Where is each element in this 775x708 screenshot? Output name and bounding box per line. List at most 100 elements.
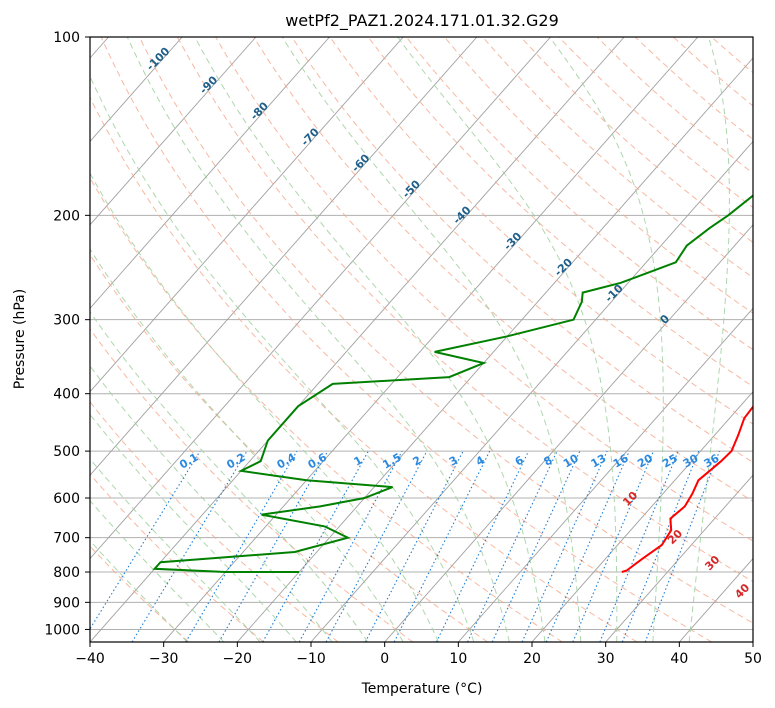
mixing-ratio-line [218, 450, 329, 642]
dry-adiabat-line [329, 37, 753, 425]
y-tick-label: 600 [53, 491, 80, 507]
isotherm-line [90, 37, 257, 226]
dry-adiabat-line [176, 37, 753, 583]
temperature-profile [621, 404, 753, 573]
isotherm-line [531, 391, 753, 642]
dry-adiabat-label: 30 [702, 553, 722, 573]
line-labels: 0.1 0.2 0.4 0.6 1 1.5 2 3 4 6 8 10 13 16 20 25 30 36-100-… [144, 44, 753, 601]
dry-adiabat-line [90, 401, 339, 642]
mixing-ratio-line [435, 450, 530, 642]
isotherm-line [90, 37, 551, 560]
mixing-ratio-label: 25 [660, 452, 680, 471]
moist-adiabat-line [194, 37, 546, 642]
y-tick-label: 500 [53, 444, 80, 460]
y-tick-label: 400 [53, 387, 80, 403]
mixing-ratio-line [521, 450, 608, 642]
x-tick-label: −20 [223, 651, 253, 667]
isotherm-line [752, 641, 753, 642]
dry-adiabat-line [90, 176, 563, 642]
x-tick-label: 10 [449, 651, 467, 667]
dry-adiabat-line [367, 37, 753, 388]
dry-adiabat-line [520, 37, 753, 243]
dry-adiabat-line [482, 37, 753, 279]
mixing-ratio-label: 1 [352, 454, 365, 469]
y-tick-label: 1000 [44, 622, 80, 638]
moist-adiabat-line [90, 248, 404, 642]
dry-adiabat-line [90, 96, 638, 642]
isotherm-line [163, 37, 699, 642]
background-lines [90, 37, 753, 642]
y-tick-label: 100 [53, 30, 80, 46]
moist-adiabat-line [90, 539, 188, 642]
plot-frame [89, 36, 754, 643]
x-tick-label: 40 [670, 651, 688, 667]
mixing-ratio-line [364, 450, 464, 642]
dry-adiabat-line [558, 37, 753, 209]
x-tick-label: −40 [75, 651, 105, 667]
moist-adiabat-line [281, 37, 582, 642]
y-tick-label: 300 [53, 313, 80, 329]
mixing-ratio-line [90, 450, 201, 630]
mixing-ratio-label: 0.4 [275, 450, 299, 471]
isotherm-label: -40 [450, 203, 473, 226]
isotherm-label: -60 [349, 151, 372, 174]
mixing-ratio-line [325, 450, 428, 642]
mixing-ratio-label: 36 [702, 451, 722, 470]
moist-adiabat-line [126, 37, 510, 642]
dry-adiabat-line [634, 37, 753, 141]
x-tick-label: −30 [149, 651, 179, 667]
isotherm-label: -70 [299, 125, 322, 148]
isotherm-label: -20 [552, 255, 575, 278]
dry-adiabat-label: 10 [620, 489, 640, 509]
x-tick-label: −10 [296, 651, 326, 667]
x-tick-label: 0 [380, 651, 389, 667]
mixing-ratio-line [467, 450, 558, 642]
y-tick-label: 900 [53, 595, 80, 611]
moist-adiabat-line [90, 75, 475, 642]
x-tick-label: 20 [523, 651, 541, 667]
mixing-ratio-line [185, 450, 298, 642]
mixing-ratio-label: 1.5 [380, 451, 403, 472]
axes: −40 −30 −20 −10 0 10 20 30 40 50 100 200 300 400 500 60… [44, 30, 762, 667]
mixing-ratio-line [131, 450, 248, 642]
isotherm-label: -10 [603, 282, 626, 305]
y-axis-label: Pressure (hPa) [12, 289, 28, 389]
y-tick-label: 200 [53, 208, 80, 224]
chart-title: wetPf2_PAZ1.2024.171.01.32.G29 [285, 11, 559, 31]
isotherm-line [90, 37, 625, 642]
dry-adiabat-line [138, 37, 753, 624]
moist-adiabat-line [90, 365, 333, 642]
isotherm-line [236, 57, 753, 642]
dry-adiabat-line [672, 37, 753, 107]
dry-adiabat-line [90, 545, 190, 642]
mixing-ratio-label: 0.1 [177, 451, 200, 472]
isotherm-line [310, 140, 753, 642]
mixing-ratio-line [491, 450, 581, 642]
mixing-ratio-line [545, 450, 630, 642]
isotherm-line [678, 557, 753, 642]
isotherm-label: -80 [248, 99, 271, 122]
mixing-ratio-line [298, 450, 403, 642]
x-tick-label: 50 [744, 651, 762, 667]
mixing-ratio-line [599, 450, 679, 642]
dry-adiabat-line [215, 37, 753, 542]
dry-adiabat-line [253, 37, 753, 502]
dry-adiabat-label: 40 [732, 581, 752, 601]
y-tick-label: 700 [53, 531, 80, 547]
moist-adiabat-line [90, 413, 297, 642]
isotherm-line [457, 307, 753, 642]
x-tick-label: 30 [597, 651, 615, 667]
moist-adiabat-line [90, 310, 369, 642]
mixing-ratio-label: 3 [447, 454, 460, 469]
isotherm-line [384, 224, 753, 642]
moist-adiabat-line [90, 458, 261, 642]
dry-adiabat-line [291, 37, 753, 463]
moist-adiabat-line [549, 37, 664, 642]
x-axis-label: Temperature (°C) [361, 681, 483, 697]
moist-adiabat-line [90, 172, 439, 642]
mixing-ratio-line [572, 450, 655, 642]
profile-curves [152, 194, 753, 573]
dry-adiabat-line [90, 473, 264, 642]
mixing-ratio-line [393, 450, 491, 642]
isotherm-line [605, 474, 753, 642]
